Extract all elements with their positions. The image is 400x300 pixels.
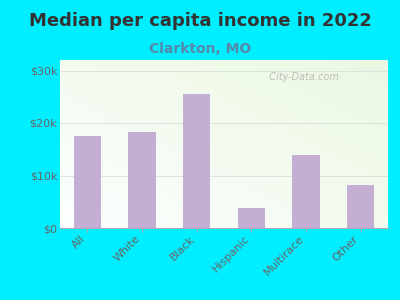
Text: City-Data.com: City-Data.com [263,72,339,82]
Text: Clarkton, MO: Clarkton, MO [149,42,251,56]
Bar [238,208,265,228]
Bar [183,94,210,228]
Bar [74,136,101,228]
Text: Median per capita income in 2022: Median per capita income in 2022 [28,12,372,30]
Bar [128,132,156,228]
Bar [292,154,320,228]
Bar [347,185,374,228]
